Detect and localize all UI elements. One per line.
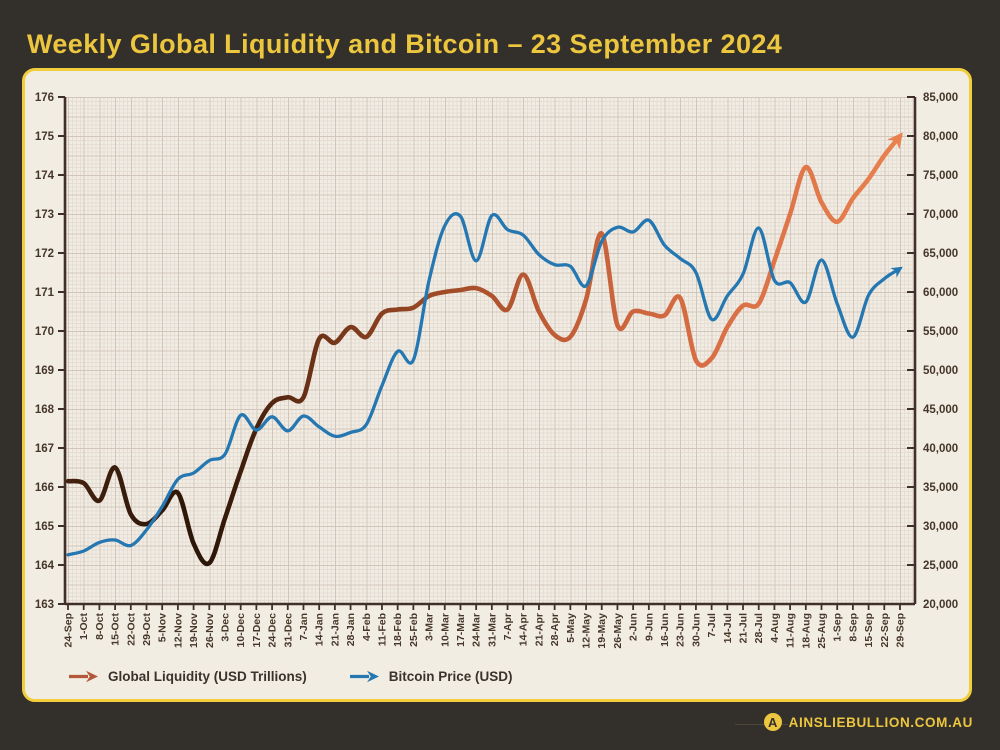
footer: A AINSLIEBULLION.COM.AU [0,706,1000,750]
arrow-right-icon [69,670,98,683]
plot-grid [65,97,915,604]
brand-text: AINSLIEBULLION.COM.AU [788,714,973,730]
legend-item-bitcoin: Bitcoin Price (USD) [349,669,513,684]
legend-item-liquidity: Global Liquidity (USD Trillions) [68,669,307,684]
arrow-right-icon [349,670,379,683]
page-title: Weekly Global Liquidity and Bitcoin – 23… [27,29,783,59]
footer-divider [735,724,788,725]
ainslie-logo-icon: A [763,713,782,731]
ainslie-logo: A AINSLIEBULLION.COM.AU [763,713,973,731]
legend-label-liquidity: Global Liquidity (USD Trillions) [108,669,307,684]
legend-label-bitcoin: Bitcoin Price (USD) [388,669,513,684]
legend: Global Liquidity (USD Trillions) Bitcoin… [68,669,513,684]
